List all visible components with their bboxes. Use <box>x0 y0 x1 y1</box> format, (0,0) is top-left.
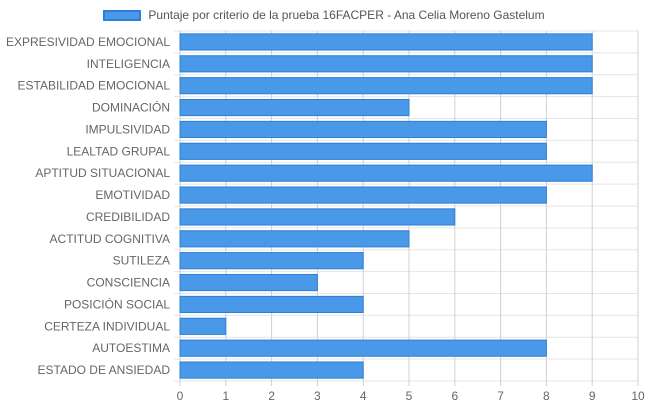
category-label: CERTEZA INDIVIDUAL <box>44 319 170 333</box>
chart-legend[interactable]: Puntaje por criterio de la prueba 16FACP… <box>0 5 648 25</box>
category-label: CONSCIENCIA <box>87 276 170 290</box>
x-tick-label: 9 <box>589 389 596 403</box>
x-tick-label: 0 <box>177 389 184 403</box>
bar <box>179 230 410 248</box>
x-tick-label: 5 <box>406 389 413 403</box>
x-tick-label: 4 <box>360 389 367 403</box>
category-label: LEALTAD GRUPAL <box>67 144 171 158</box>
x-tick-label: 6 <box>451 389 458 403</box>
bar <box>179 317 227 335</box>
category-label: IMPULSIVIDAD <box>85 122 170 136</box>
x-tick-label: 1 <box>222 389 229 403</box>
category-label: POSICIÓN SOCIAL <box>64 296 170 311</box>
bar <box>179 55 593 73</box>
bar <box>179 295 364 314</box>
legend-swatch <box>103 9 142 21</box>
bar <box>179 339 547 357</box>
category-label: EXPRESIVIDAD EMOCIONAL <box>6 35 170 49</box>
bar <box>179 273 318 292</box>
category-label: CREDIBILIDAD <box>86 210 170 224</box>
bar <box>179 252 364 270</box>
x-tick-label: 8 <box>543 389 550 403</box>
x-tick-label: 7 <box>497 389 504 403</box>
bar <box>179 186 547 204</box>
bar <box>179 164 593 182</box>
x-tick-label: 10 <box>631 389 645 403</box>
bar <box>179 33 593 51</box>
category-label: ACTITUD COGNITIVA <box>50 232 170 246</box>
legend-label: Puntaje por criterio de la prueba 16FACP… <box>148 8 545 22</box>
category-label: APTITUD SITUACIONAL <box>35 166 170 180</box>
bar <box>179 98 410 117</box>
category-label: AUTOESTIMA <box>92 341 170 355</box>
x-tick-label: 3 <box>314 389 321 403</box>
category-label: DOMINACIÓN <box>92 100 170 115</box>
bar <box>179 142 547 160</box>
bar <box>179 120 547 139</box>
category-label: INTELIGENCIA <box>87 57 170 71</box>
x-tick-label: 2 <box>268 389 275 403</box>
category-label: ESTABILIDAD EMOCIONAL <box>18 79 171 93</box>
bar <box>179 77 593 95</box>
category-label: SUTILEZA <box>113 254 170 268</box>
bar <box>179 208 456 226</box>
category-label: EMOTIVIDAD <box>95 188 170 202</box>
bar <box>179 361 364 379</box>
category-label: ESTADO DE ANSIEDAD <box>38 363 171 377</box>
